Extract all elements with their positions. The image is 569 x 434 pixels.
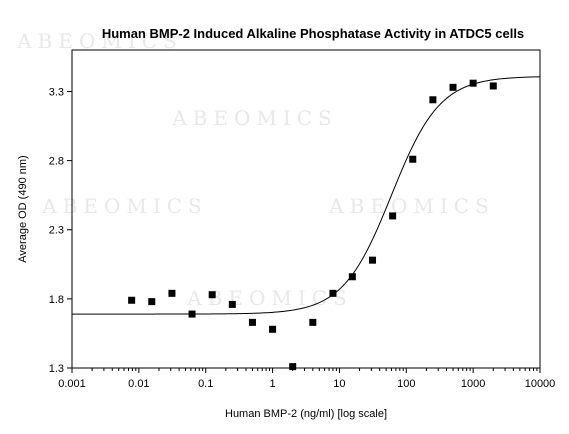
x-axis-label: Human BMP-2 (ng/ml) [log scale] (225, 408, 387, 420)
y-axis-label: Average OD (490 nm) (17, 155, 29, 262)
chart-title: Human BMP-2 Induced Alkaline Phosphatase… (102, 26, 524, 41)
data-point (348, 273, 356, 281)
data-point (208, 291, 216, 299)
y-tick-label: 3.3 (49, 86, 64, 98)
data-point (449, 83, 457, 91)
x-tick-label: 10 (333, 378, 345, 390)
data-point (489, 82, 497, 90)
y-tick-label: 2.3 (49, 225, 64, 237)
data-point (469, 79, 477, 87)
watermark-text: ABEOMICS (41, 194, 208, 218)
y-tick-label: 1.3 (49, 363, 64, 375)
x-axis: 0.001 0.01 0.1 1 10 100 1000 10000 (58, 368, 555, 390)
data-point (168, 289, 176, 297)
data-point (289, 363, 297, 371)
data-point (148, 298, 156, 306)
x-tick-label: 0.001 (58, 378, 86, 390)
data-point (369, 256, 377, 264)
x-tick-label: 0.01 (128, 378, 149, 390)
y-axis: 1.3 1.8 2.3 2.8 3.3 (49, 86, 72, 375)
data-point (309, 318, 317, 326)
x-tick-label: 10000 (525, 378, 556, 390)
data-point (329, 289, 337, 297)
watermark-text: ABEOMICS (16, 29, 183, 53)
data-point (429, 96, 437, 104)
y-tick-label: 2.8 (49, 156, 64, 168)
data-point (248, 318, 256, 326)
x-tick-label: 0.1 (198, 378, 213, 390)
data-point (228, 300, 236, 308)
y-tick-label: 1.8 (49, 294, 64, 306)
watermark-text: ABEOMICS (171, 106, 338, 130)
data-points (128, 79, 497, 371)
watermark-text: ABEOMICS (328, 194, 495, 218)
plot-frame (71, 49, 541, 369)
x-tick-label: 100 (397, 378, 415, 390)
data-point (389, 212, 397, 220)
data-point (409, 155, 417, 163)
data-point (269, 325, 277, 333)
x-tick-label: 1000 (461, 378, 485, 390)
x-tick-label: 1 (270, 378, 276, 390)
data-point (128, 296, 136, 304)
data-point (188, 310, 196, 318)
fit-curve (72, 76, 541, 315)
